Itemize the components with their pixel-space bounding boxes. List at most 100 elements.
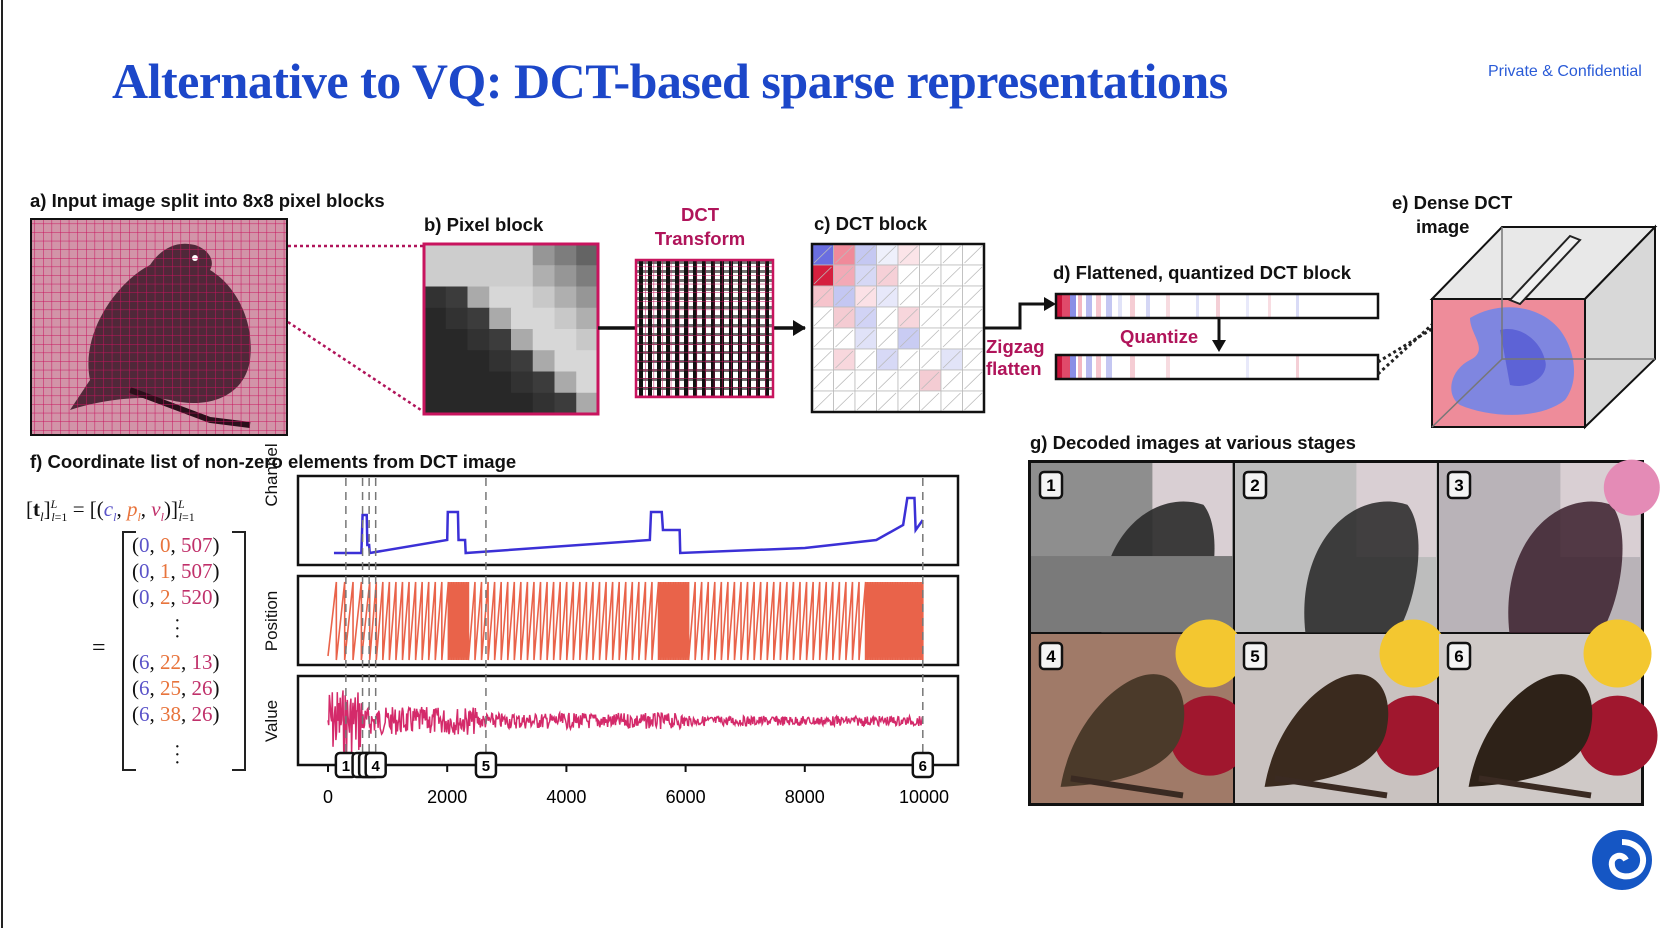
dct-coefficient-cell bbox=[940, 369, 963, 392]
coefficient-stripe bbox=[1296, 294, 1299, 318]
flattened-block-bar bbox=[1056, 294, 1378, 318]
decoded-branch bbox=[1274, 775, 1388, 799]
dct-coefficient-cell bbox=[940, 264, 963, 287]
pixel-cell bbox=[554, 329, 577, 351]
zigzag-arrow bbox=[984, 302, 1052, 330]
decoded-branch bbox=[1478, 775, 1592, 799]
pixel-cell bbox=[554, 307, 577, 330]
coefficient-stripe bbox=[1062, 294, 1070, 318]
pixel-cell bbox=[445, 329, 468, 351]
coordinate-list-definition: [tl]Ll=1 = [(cl, pl, vl)]Ll=1 bbox=[26, 497, 195, 525]
decoded-color-blob bbox=[1603, 459, 1660, 516]
dct-cell-hatch bbox=[835, 266, 854, 285]
value-series-line bbox=[327, 690, 924, 755]
decoded-images-grid: 1 2 3 4 5 6 bbox=[1028, 459, 1660, 806]
panel-c-label: c) DCT block bbox=[814, 213, 928, 234]
dct-coefficient-cell bbox=[962, 348, 985, 371]
pixel-cell bbox=[424, 350, 447, 372]
connector-bottom bbox=[287, 320, 425, 414]
decoded-image-tile bbox=[1235, 634, 1437, 803]
dct-coefficient-cell bbox=[876, 243, 899, 266]
dct-cell-hatch bbox=[856, 350, 875, 369]
dct-cell-hatch bbox=[813, 371, 832, 390]
dct-coefficient-cell bbox=[897, 390, 920, 413]
input-image bbox=[30, 218, 288, 436]
decoded-bird-shape bbox=[1060, 674, 1185, 787]
ylabel-channel: Channel bbox=[262, 443, 281, 507]
dct-cell-hatch bbox=[813, 245, 832, 264]
dct-cell-hatch bbox=[964, 245, 983, 264]
left-edge-rule bbox=[1, 0, 3, 928]
x-tick-label: 8000 bbox=[785, 787, 825, 807]
dct-cell-hatch bbox=[964, 392, 983, 411]
dct-coefficient-cell bbox=[854, 369, 877, 392]
dct-cell-hatch bbox=[899, 371, 918, 390]
dct-cell-hatch bbox=[921, 392, 940, 411]
dct-coefficient-cell bbox=[876, 264, 899, 287]
dense-connector-1 bbox=[1377, 305, 1469, 364]
confidentiality-label: Private & Confidential bbox=[1488, 63, 1642, 80]
coordinate-row: (0, 2, 520) bbox=[132, 585, 220, 609]
quantized-block-border bbox=[1054, 353, 1380, 381]
dct-cell-hatch bbox=[878, 371, 897, 390]
dense-dct-cube bbox=[1429, 224, 1658, 430]
dct-cell-hatch bbox=[856, 287, 875, 306]
dct-cell-hatch bbox=[921, 329, 940, 348]
pixel-cell bbox=[445, 350, 468, 372]
coordinate-row: (6, 25, 26) bbox=[132, 676, 220, 700]
panel-a-label: a) Input image split into 8x8 pixel bloc… bbox=[30, 190, 385, 211]
dct-cell-hatch bbox=[964, 371, 983, 390]
decoded-background-patch bbox=[1152, 463, 1232, 558]
dct-coefficient-cell bbox=[833, 285, 856, 308]
dct-basis-grid bbox=[634, 258, 775, 399]
dct-cell-hatch bbox=[942, 329, 961, 348]
panel-e-label-1: e) Dense DCT bbox=[1392, 192, 1513, 213]
pixel-cell bbox=[424, 392, 447, 415]
dct-coefficient-cell bbox=[919, 369, 942, 392]
coordinate-row: (0, 1, 507) bbox=[132, 559, 220, 583]
pixel-cell bbox=[576, 286, 599, 309]
decoded-image-tile bbox=[1031, 634, 1233, 803]
ylabel-value: Value bbox=[262, 699, 281, 743]
pixel-cell bbox=[576, 371, 599, 394]
pixel-cell bbox=[467, 265, 490, 287]
dct-coefficient-cell bbox=[919, 243, 942, 266]
pixel-cell bbox=[489, 371, 512, 394]
pixel-cell bbox=[511, 307, 534, 330]
pixel-cell bbox=[467, 244, 490, 266]
decoded-bird-shape bbox=[1468, 674, 1593, 787]
decoded-background-patch bbox=[1356, 463, 1436, 558]
dct-cell-hatch bbox=[921, 287, 940, 306]
dct-cell-hatch bbox=[899, 329, 918, 348]
pixel-cell bbox=[424, 244, 447, 266]
dct-coefficient-cell bbox=[854, 327, 877, 350]
pixel-cell bbox=[576, 265, 599, 287]
dct-cell-hatch bbox=[856, 308, 875, 327]
pixel-cell bbox=[445, 244, 468, 266]
pixel-cell bbox=[489, 286, 512, 309]
dct-cell-hatch bbox=[878, 329, 897, 348]
dct-cell-hatch bbox=[899, 308, 918, 327]
coefficient-stripe bbox=[1070, 355, 1076, 379]
decoded-stage-label: 5 bbox=[1250, 647, 1259, 666]
coordinate-row: (0, 0, 507) bbox=[132, 533, 220, 557]
x-tick-label: 2000 bbox=[427, 787, 467, 807]
channel-series-line bbox=[333, 496, 924, 555]
coefficient-stripe bbox=[1096, 294, 1101, 318]
value-panel-frame bbox=[296, 674, 960, 767]
dct-cell-hatch bbox=[899, 350, 918, 369]
pixel-cell bbox=[424, 329, 447, 351]
dct-coefficient-cell bbox=[897, 285, 920, 308]
coefficient-stripe bbox=[1196, 294, 1199, 318]
pixel-cell bbox=[532, 265, 555, 287]
decoded-stage-label: 1 bbox=[1046, 476, 1055, 495]
pixel-cell bbox=[445, 307, 468, 330]
decoded-red-blob bbox=[1577, 695, 1658, 776]
coefficient-stripe bbox=[1246, 294, 1249, 318]
dct-cell-hatch bbox=[813, 350, 832, 369]
ylabel-position: Position bbox=[262, 590, 281, 652]
pixel-cell bbox=[424, 265, 447, 287]
stage-marker-box bbox=[364, 751, 387, 779]
dct-coefficient-cell bbox=[811, 327, 834, 350]
pixel-cell bbox=[532, 307, 555, 330]
